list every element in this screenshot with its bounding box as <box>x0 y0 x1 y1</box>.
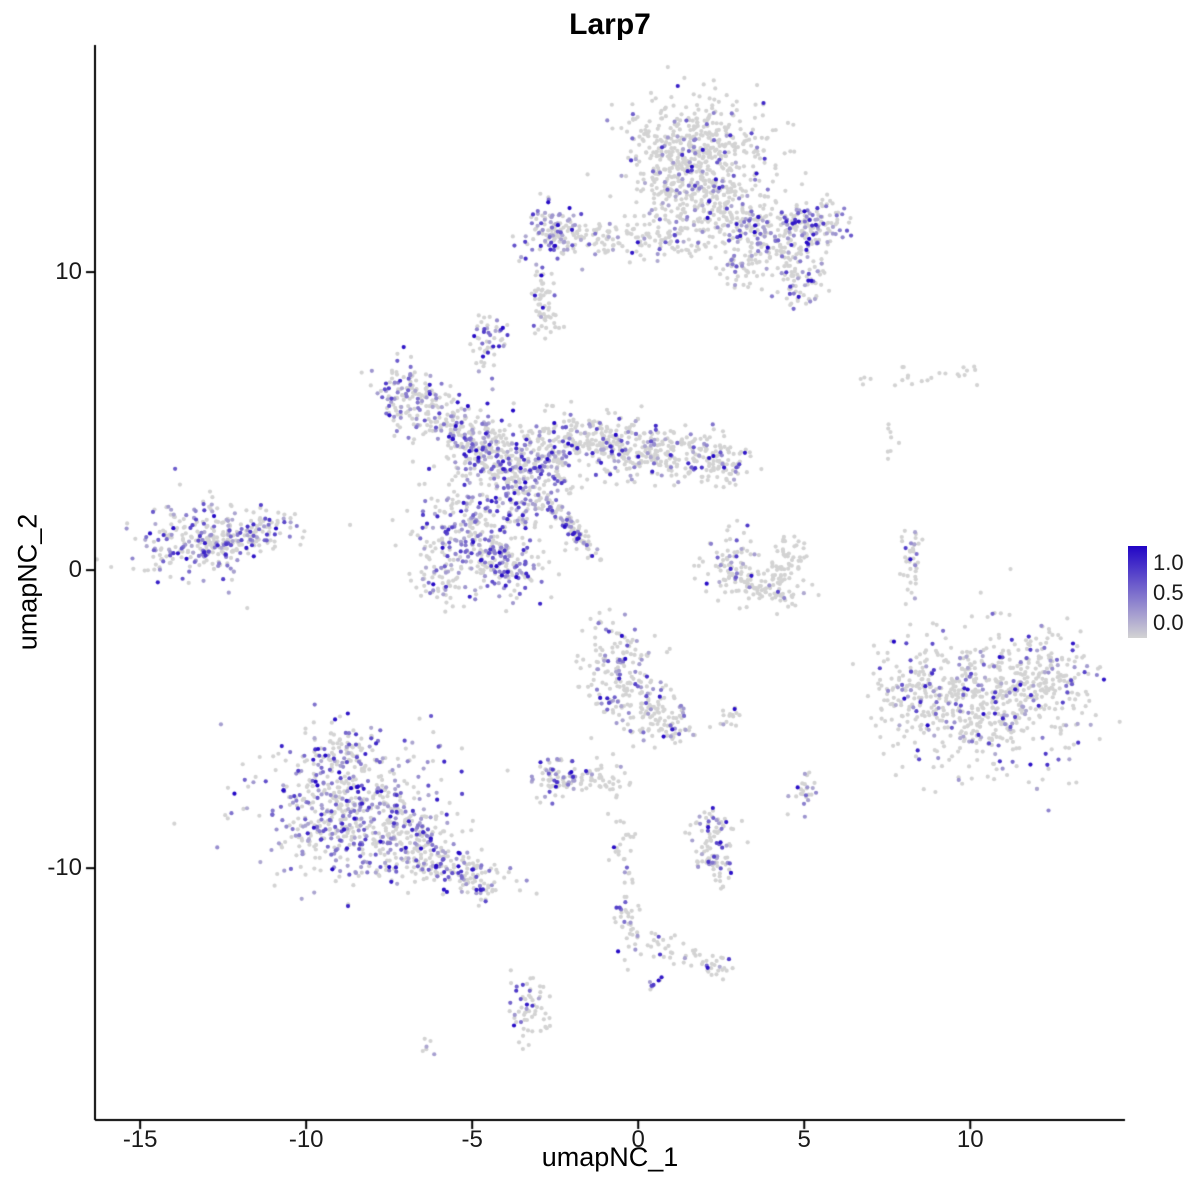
x-tick-label: -10 <box>288 1126 324 1153</box>
x-axis-label: umapNC_1 <box>541 1142 679 1172</box>
legend-label-high: 1.0 <box>1153 550 1184 575</box>
x-tick-label: 10 <box>956 1126 984 1153</box>
x-tick-label: 0 <box>631 1126 645 1153</box>
plot-title: Larp7 <box>569 8 651 41</box>
y-tick-label: -10 <box>47 854 82 882</box>
x-tick-label: 5 <box>797 1126 811 1153</box>
expression-colorbar <box>1128 546 1147 638</box>
y-tick-label: 0 <box>68 556 82 584</box>
legend-label-mid: 0.5 <box>1153 580 1184 605</box>
x-tick-label: -5 <box>461 1126 483 1153</box>
x-tick-label: -15 <box>122 1126 158 1153</box>
y-tick-label: 10 <box>55 258 82 286</box>
legend-label-low: 0.0 <box>1153 610 1184 635</box>
